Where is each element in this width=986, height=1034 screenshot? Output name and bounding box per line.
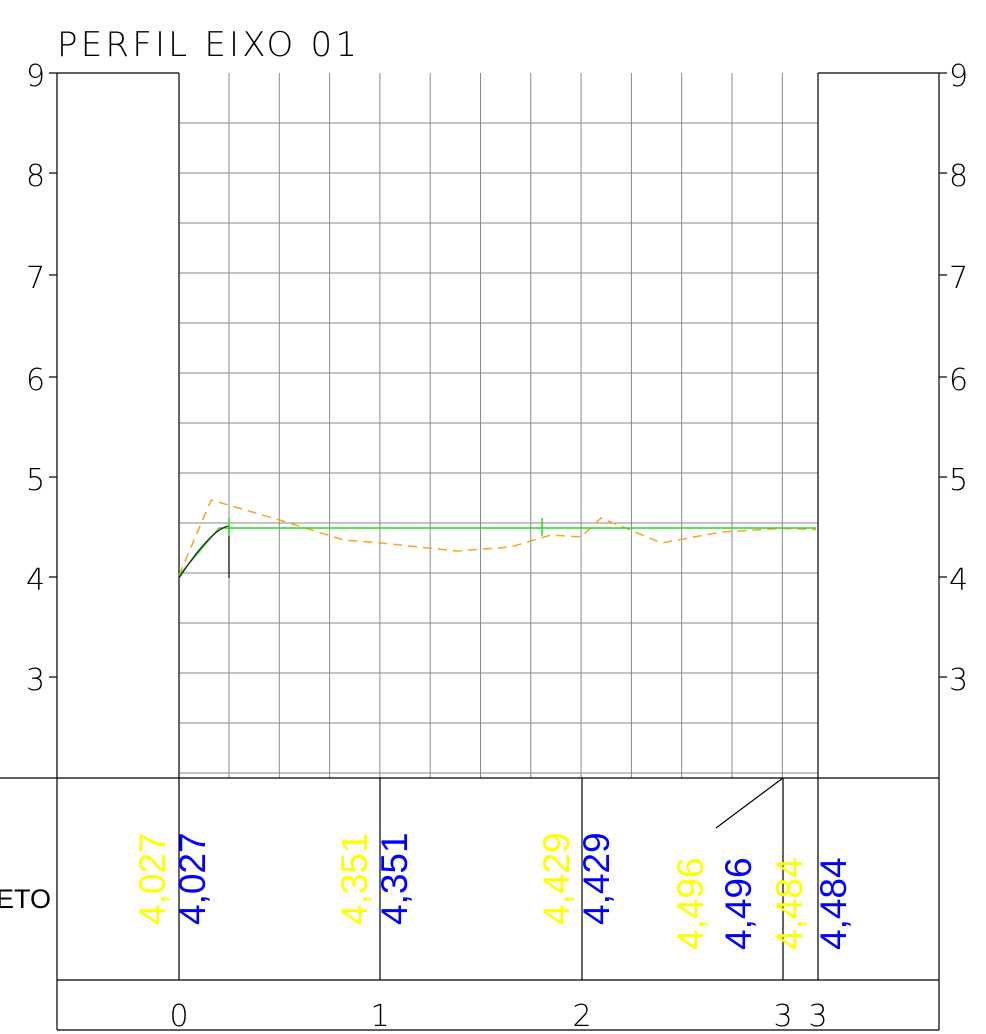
y-tick-label-right: 4 xyxy=(949,563,968,598)
elevation-project: 4,484 xyxy=(813,857,854,950)
y-tick-label-left: 3 xyxy=(26,663,45,698)
elevation-terrain: 4,484 xyxy=(769,857,810,950)
elevation-terrain: 4,351 xyxy=(334,832,375,925)
elevation-terrain: 4,027 xyxy=(132,832,173,925)
transition-curve xyxy=(178,525,230,579)
x-tick-label: 3 xyxy=(808,999,827,1034)
elevation-terrain: 4,496 xyxy=(670,857,711,950)
elevation-project: 4,351 xyxy=(374,832,415,925)
elevation-terrain: 4,429 xyxy=(536,832,577,925)
y-tick-label-right: 8 xyxy=(949,159,968,194)
y-tick-label-left: 6 xyxy=(26,363,45,398)
leader-line xyxy=(715,777,784,829)
y-tick-label-right: 5 xyxy=(949,463,968,498)
elevation-project: 4,429 xyxy=(576,832,617,925)
profile-title: PERFIL EIXO 01 xyxy=(57,25,357,65)
elevation-project: 4,027 xyxy=(172,832,213,925)
x-tick-label: 3 xyxy=(773,999,792,1034)
terrain-line xyxy=(178,499,817,576)
labels: PERFIL EIXO 01 ETO 9 98 87 76 65 54 43 30 1 2 3 34,… xyxy=(0,25,968,1034)
frame xyxy=(0,72,947,1031)
y-tick-label-left: 7 xyxy=(26,261,45,296)
x-tick-label: 0 xyxy=(169,999,188,1034)
row-label: ETO xyxy=(0,884,51,914)
elevation-project: 4,496 xyxy=(718,857,759,950)
y-tick-label-right: 6 xyxy=(949,363,968,398)
y-tick-label-left: 8 xyxy=(26,159,45,194)
profile-lines xyxy=(178,499,817,579)
y-tick-label-left: 5 xyxy=(26,463,45,498)
x-tick-label: 2 xyxy=(572,999,591,1034)
y-tick-label-right: 3 xyxy=(949,663,968,698)
y-tick-label-right: 9 xyxy=(949,59,968,94)
x-tick-label: 1 xyxy=(370,999,389,1034)
y-tick-label-left: 9 xyxy=(26,59,45,94)
grid xyxy=(179,73,818,778)
project-line xyxy=(178,527,817,576)
y-tick-label-left: 4 xyxy=(26,563,45,598)
y-tick-label-right: 7 xyxy=(949,261,968,296)
